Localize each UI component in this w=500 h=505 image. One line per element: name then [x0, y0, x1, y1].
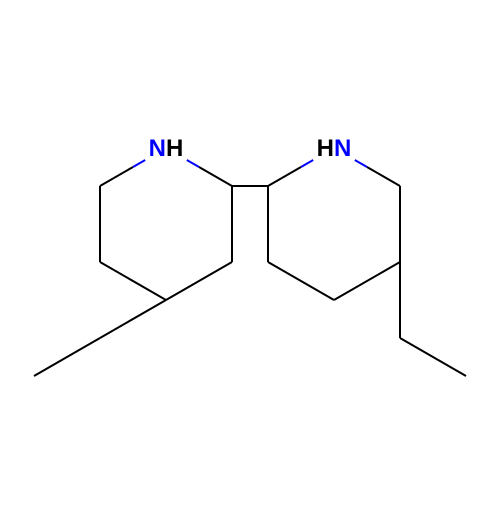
bond	[34, 338, 100, 376]
bond	[166, 262, 232, 300]
bond	[355, 160, 367, 167]
bond	[100, 262, 166, 300]
bond	[187, 160, 199, 167]
bond	[301, 160, 313, 167]
bond	[268, 262, 334, 300]
atom-label: HN	[317, 135, 352, 162]
bond	[334, 262, 400, 300]
bond	[268, 167, 301, 186]
bond	[367, 167, 400, 186]
bond	[100, 167, 133, 186]
bond	[400, 338, 466, 376]
molecule-canvas: NH HN	[0, 0, 500, 500]
atom-label: NH	[149, 135, 184, 162]
bond	[100, 300, 166, 338]
bond	[199, 167, 232, 186]
bond	[133, 160, 145, 167]
